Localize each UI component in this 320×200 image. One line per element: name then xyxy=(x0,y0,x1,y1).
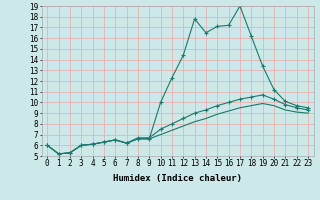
X-axis label: Humidex (Indice chaleur): Humidex (Indice chaleur) xyxy=(113,174,242,183)
